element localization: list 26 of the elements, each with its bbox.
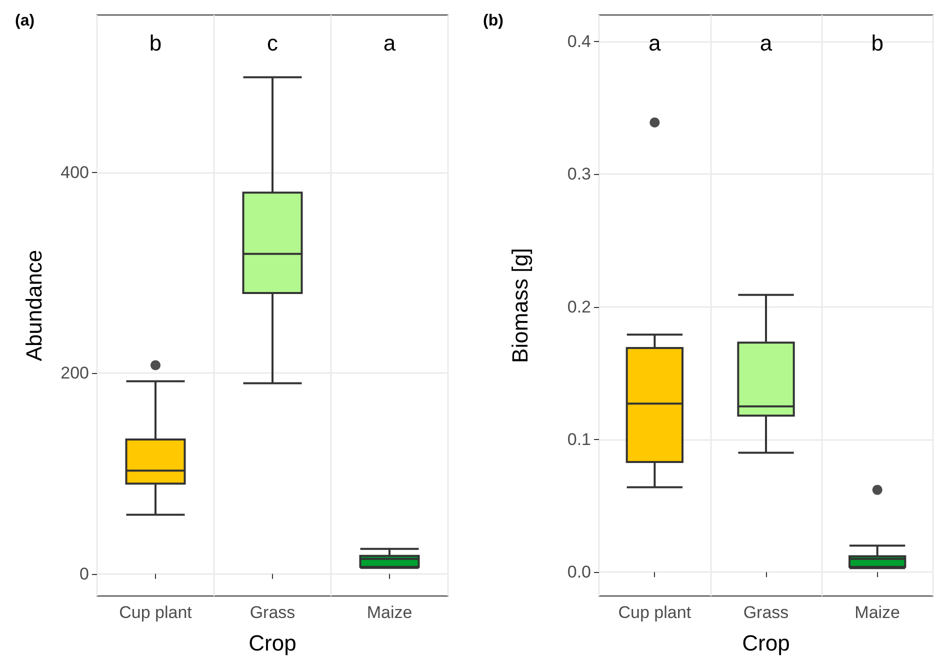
y-tick-label: 0.4 [566,32,590,52]
y-axis-title: Biomass [g] [507,248,532,363]
annotation: a [383,30,396,56]
x-tick-label: Cup plant [618,603,691,622]
x-tick-label: Maize [366,603,412,622]
annotation: b [149,30,162,56]
y-tick-label: 0.2 [566,297,590,316]
chart-title: (a) [15,12,35,30]
x-tick-label: Cup plant [119,603,192,622]
x-tick-label: Grass [742,603,788,622]
x-tick-label: Maize [854,603,900,622]
y-tick-label: 400 [60,163,89,182]
y-tick-label: 0.3 [566,164,590,184]
y-tick-label: 200 [60,364,89,383]
y-tick-label: 0.1 [566,430,590,449]
y-axis-title: Abundance [22,250,46,362]
y-tick-label: 0.0 [566,562,590,582]
chart-title: (b) [482,12,503,30]
annotation: a [759,30,772,56]
annotation: c [267,30,278,56]
y-tick-label: 0 [80,564,89,584]
x-axis-title: Crop [742,630,790,656]
annotation: a [648,30,662,56]
x-axis-title: Crop [248,630,296,656]
x-tick-label: Grass [250,603,296,622]
annotation: b [870,30,883,56]
